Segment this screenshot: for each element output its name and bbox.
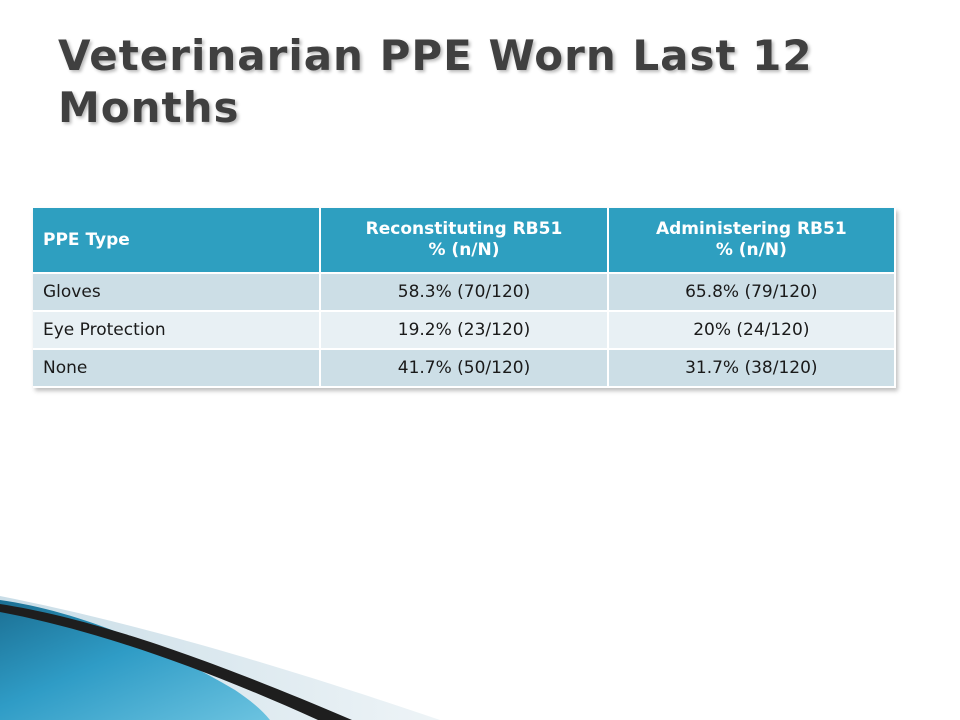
header-administering-unit: % (n/N) — [715, 240, 787, 260]
cell-administering: 65.8% (79/120) — [607, 273, 897, 312]
header-administering-label: Administering RB51 — [655, 219, 847, 239]
teal-wedge-shape — [0, 600, 270, 720]
slide-title: Veterinarian PPE Worn Last 12 Months — [58, 31, 813, 132]
ppe-table: PPE Type Reconstituting RB51 % (n/N) Adm… — [33, 208, 897, 388]
cell-ppe-type: Eye Protection — [33, 311, 322, 350]
header-reconstituting-label: Reconstituting RB51 — [365, 219, 563, 239]
header-ppe-type-label: PPE Type — [43, 229, 130, 250]
table-row: None 41.7% (50/120) 31.7% (38/120) — [33, 349, 897, 388]
dark-swoosh-shape — [0, 604, 352, 720]
cell-administering: 20% (24/120) — [607, 311, 897, 350]
table-row: Eye Protection 19.2% (23/120) 20% (24/12… — [33, 311, 897, 350]
table-header-row: PPE Type Reconstituting RB51 % (n/N) Adm… — [33, 208, 897, 274]
cell-ppe-type: None — [33, 349, 322, 388]
header-reconstituting-unit: % (n/N) — [428, 240, 500, 260]
cell-administering: 31.7% (38/120) — [607, 349, 897, 388]
cell-ppe-type: Gloves — [33, 273, 322, 312]
cell-reconstituting: 58.3% (70/120) — [320, 273, 609, 312]
table-row: Gloves 58.3% (70/120) 65.8% (79/120) — [33, 273, 897, 312]
cell-reconstituting: 19.2% (23/120) — [320, 311, 609, 350]
header-ppe-type: PPE Type — [33, 208, 322, 274]
header-administering: Administering RB51 % (n/N) — [607, 208, 897, 274]
cell-reconstituting: 41.7% (50/120) — [320, 349, 609, 388]
header-reconstituting: Reconstituting RB51 % (n/N) — [320, 208, 609, 274]
